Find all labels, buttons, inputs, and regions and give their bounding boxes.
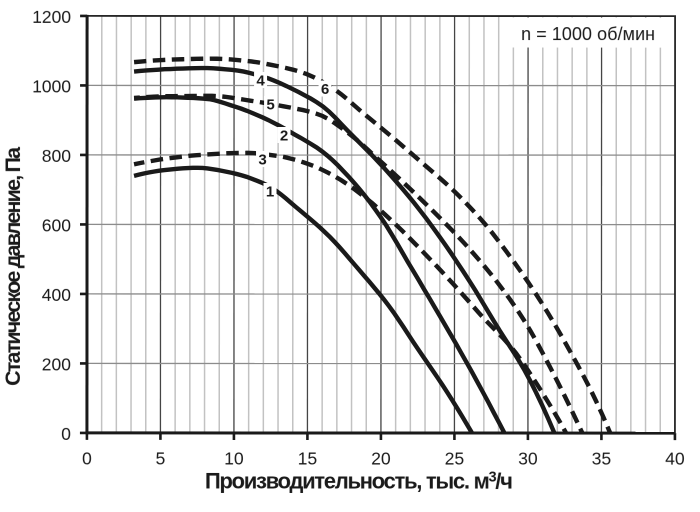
svg-text:1: 1: [266, 183, 274, 200]
svg-text:25: 25: [445, 449, 464, 469]
svg-text:600: 600: [42, 216, 71, 236]
svg-text:400: 400: [42, 285, 71, 305]
svg-text:5: 5: [266, 96, 274, 113]
svg-text:35: 35: [592, 449, 611, 469]
svg-text:10: 10: [224, 448, 244, 468]
svg-text:0: 0: [82, 448, 92, 468]
svg-text:3: 3: [258, 151, 266, 168]
svg-text:n = 1000 об/мин: n = 1000 об/мин: [521, 24, 655, 44]
svg-text:Производительность, тыс. м3/ч: Производительность, тыс. м3/ч: [205, 468, 513, 493]
svg-text:15: 15: [298, 448, 317, 468]
svg-text:1200: 1200: [32, 7, 71, 27]
svg-text:2: 2: [280, 127, 288, 144]
svg-text:200: 200: [42, 355, 71, 375]
svg-text:20: 20: [371, 449, 391, 469]
svg-text:0: 0: [61, 424, 71, 444]
svg-text:30: 30: [518, 449, 538, 469]
svg-text:5: 5: [156, 448, 166, 468]
svg-text:800: 800: [42, 146, 71, 166]
svg-text:1000: 1000: [32, 77, 71, 97]
svg-text:4: 4: [256, 72, 265, 89]
svg-text:6: 6: [321, 81, 329, 98]
svg-text:Статическое давление, Па: Статическое давление, Па: [1, 146, 25, 386]
svg-text:40: 40: [665, 449, 685, 469]
